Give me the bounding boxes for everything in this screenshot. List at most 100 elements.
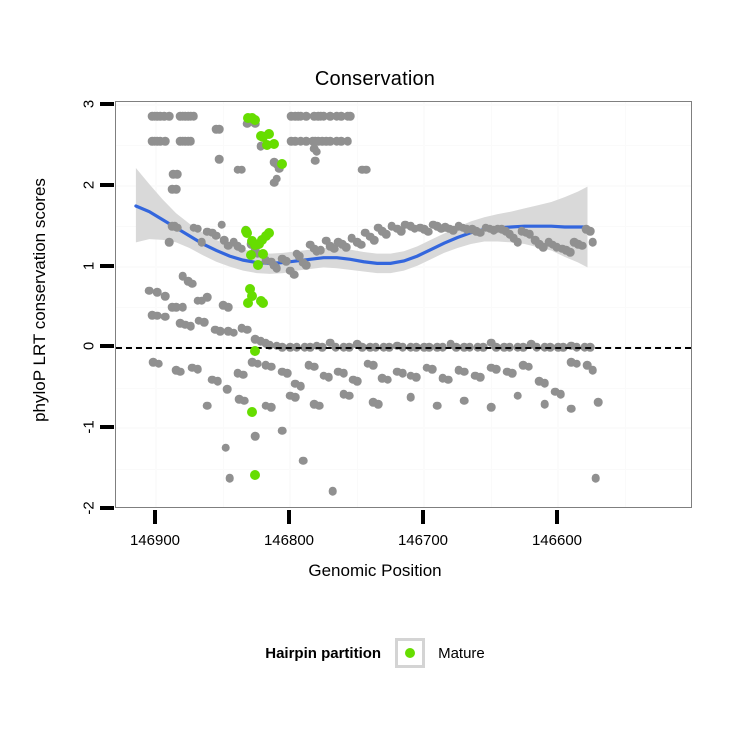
data-point — [238, 370, 248, 380]
x-axis-tick — [287, 510, 291, 524]
data-point — [161, 312, 170, 321]
gridline-horizontal-minor — [116, 468, 691, 470]
data-point — [577, 241, 587, 250]
gridline-horizontal — [116, 427, 691, 430]
data-point — [237, 323, 247, 333]
data-point — [175, 367, 185, 376]
data-point — [214, 124, 224, 134]
data-point — [237, 165, 247, 174]
data-point — [352, 377, 362, 386]
data-point — [187, 279, 197, 288]
gridline-vertical-minor — [357, 102, 358, 507]
y-axis-tick-label: 2 — [80, 180, 98, 189]
data-point — [221, 443, 230, 452]
x-axis-title: Genomic Position — [308, 561, 442, 580]
data-point — [153, 288, 162, 297]
data-point — [277, 367, 287, 376]
gridline-horizontal-minor — [116, 145, 691, 147]
data-point — [220, 235, 229, 245]
data-point — [526, 339, 536, 349]
y-axis-tick-label: 0 — [80, 342, 98, 351]
y-axis-title: phyloP LRT conservation scores — [30, 178, 49, 422]
data-point — [263, 129, 274, 140]
data-point — [392, 367, 402, 376]
data-point — [378, 373, 387, 383]
x-axis-tick-label: 146700 — [397, 532, 449, 549]
legend-key-mature[interactable] — [395, 638, 426, 668]
legend-dot-icon — [405, 648, 416, 658]
data-point — [319, 371, 328, 380]
data-point — [316, 246, 326, 255]
page-title: Conservation — [314, 68, 436, 90]
data-point — [240, 396, 249, 406]
data-point — [224, 302, 233, 312]
data-point — [486, 338, 496, 347]
y-axis-tick-label: 3 — [80, 99, 98, 109]
data-point — [374, 399, 383, 409]
data-point — [588, 365, 598, 375]
data-point — [178, 271, 188, 281]
data-point — [387, 221, 397, 231]
data-point — [261, 401, 271, 410]
data-point — [311, 156, 320, 166]
data-point — [406, 393, 415, 402]
data-point — [171, 302, 181, 312]
data-point — [173, 223, 182, 233]
data-point — [309, 362, 319, 372]
data-point — [427, 364, 437, 374]
data-point — [392, 341, 402, 351]
data-point — [216, 326, 225, 336]
data-point — [295, 251, 304, 261]
data-point — [556, 389, 565, 399]
data-point — [583, 360, 592, 370]
data-point — [588, 238, 598, 247]
data-point — [266, 402, 276, 412]
data-point — [534, 377, 544, 386]
data-point — [277, 426, 287, 435]
data-point — [410, 224, 419, 233]
data-point — [343, 137, 352, 146]
data-point — [296, 112, 306, 121]
data-point — [513, 238, 523, 247]
data-point — [540, 399, 549, 409]
data-point — [368, 398, 378, 407]
data-point — [301, 137, 311, 146]
data-point — [438, 373, 448, 383]
data-point — [291, 137, 300, 146]
data-point — [565, 247, 575, 257]
data-point — [304, 360, 314, 370]
data-point — [325, 338, 335, 347]
data-point — [250, 470, 261, 481]
data-point — [328, 486, 338, 496]
data-point — [253, 359, 263, 368]
zero-reference-line — [116, 347, 691, 350]
data-point — [368, 360, 378, 370]
data-point — [567, 357, 576, 367]
data-point — [193, 224, 202, 233]
data-point — [285, 391, 295, 401]
data-point — [250, 114, 261, 125]
data-point — [321, 236, 331, 246]
data-point — [593, 398, 603, 407]
data-point — [333, 367, 343, 376]
data-point — [145, 286, 154, 296]
data-point — [213, 377, 222, 386]
data-point — [147, 310, 157, 320]
legend-label-mature: Mature — [438, 644, 485, 662]
data-point — [186, 137, 196, 146]
data-point — [433, 401, 442, 410]
data-point — [344, 391, 354, 401]
data-point — [356, 240, 366, 250]
y-axis-tick — [100, 344, 114, 349]
data-point — [352, 339, 362, 349]
data-point — [347, 234, 356, 243]
data-point — [161, 292, 170, 301]
data-point — [222, 385, 232, 394]
data-point — [567, 404, 576, 414]
data-point — [449, 225, 458, 235]
trend-line — [134, 204, 590, 265]
data-point — [242, 325, 252, 334]
data-point — [197, 296, 206, 305]
data-point — [443, 375, 453, 385]
y-axis-tick — [100, 102, 114, 106]
